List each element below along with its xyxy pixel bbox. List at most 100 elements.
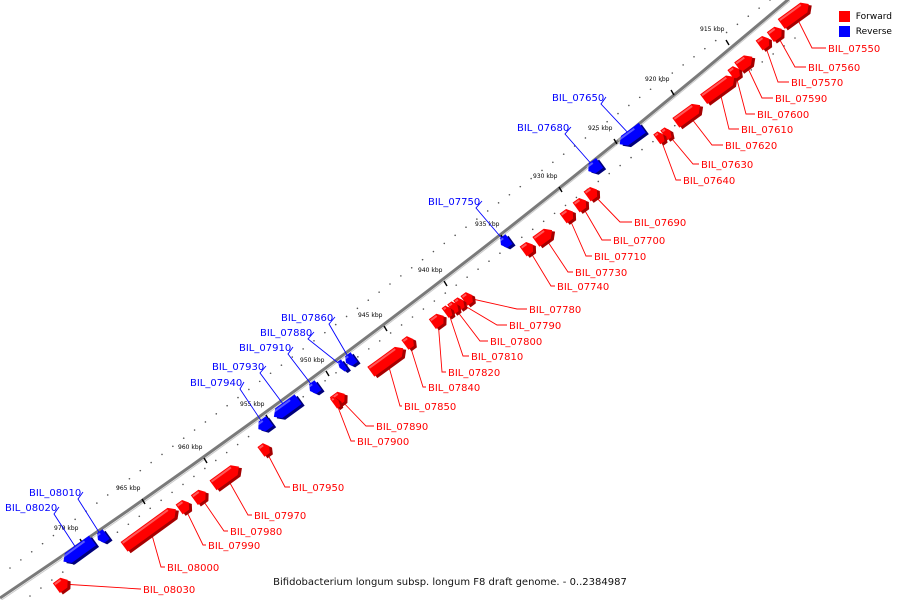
- gene-feature[interactable]: [766, 23, 788, 44]
- gene-label[interactable]: BIL_07930: [212, 362, 264, 373]
- gene-feature[interactable]: [120, 503, 183, 554]
- forward-swatch: [838, 11, 850, 22]
- gene-label[interactable]: BIL_07550: [828, 44, 880, 55]
- forward-gene-arrow: [559, 208, 574, 224]
- gene-label[interactable]: BIL_07800: [490, 337, 542, 348]
- gene-feature[interactable]: [572, 195, 593, 215]
- gene-label[interactable]: BIL_07860: [281, 313, 333, 324]
- track-dot: [96, 502, 98, 504]
- tick-label: 935 kbp: [475, 221, 500, 228]
- gene-label[interactable]: BIL_07620: [725, 141, 777, 152]
- gene-label[interactable]: BIL_07840: [428, 383, 480, 394]
- label-leader: [447, 310, 469, 357]
- track-dot: [641, 148, 643, 151]
- gene-label[interactable]: BIL_08010: [29, 488, 81, 499]
- gene-feature[interactable]: [175, 497, 196, 517]
- track-dot: [673, 124, 676, 127]
- gene-feature[interactable]: [447, 299, 464, 317]
- gene-label[interactable]: BIL_07590: [775, 94, 827, 105]
- gene-feature[interactable]: [497, 233, 516, 252]
- label-leader: [437, 319, 446, 373]
- gene-feature[interactable]: [519, 239, 540, 259]
- gene-label[interactable]: BIL_07630: [701, 160, 753, 171]
- gene-label[interactable]: BIL_07750: [428, 197, 480, 208]
- track-dot: [29, 595, 31, 597]
- gene-label[interactable]: BIL_07950: [292, 483, 344, 494]
- track-dot: [389, 332, 392, 334]
- gene-feature[interactable]: [94, 528, 113, 547]
- gene-feature[interactable]: [342, 351, 361, 370]
- gene-label[interactable]: BIL_07940: [190, 378, 242, 389]
- gene-label[interactable]: BIL_07730: [575, 268, 627, 279]
- gene-label[interactable]: BIL_08020: [5, 503, 57, 514]
- gene-label[interactable]: BIL_08000: [167, 563, 219, 574]
- gene-label[interactable]: BIL_07910: [239, 343, 291, 354]
- gene-feature[interactable]: [336, 359, 351, 376]
- gene-label[interactable]: BIL_07890: [376, 422, 428, 433]
- track-dot: [51, 579, 53, 581]
- gene-label[interactable]: BIL_07850: [404, 402, 456, 413]
- gene-feature[interactable]: [583, 184, 604, 204]
- gene-feature[interactable]: [585, 157, 607, 178]
- gene-highlight: [735, 56, 745, 65]
- gene-label[interactable]: BIL_07710: [594, 252, 646, 263]
- gene-feature[interactable]: [734, 51, 759, 75]
- gene-feature[interactable]: [60, 535, 100, 569]
- track-dot: [74, 518, 76, 521]
- gene-label[interactable]: BIL_07810: [471, 352, 523, 363]
- gene-feature[interactable]: [672, 99, 706, 130]
- gene-feature[interactable]: [653, 129, 670, 147]
- gene-feature[interactable]: [532, 224, 558, 249]
- gene-label[interactable]: BIL_07610: [741, 125, 793, 136]
- track-dot: [171, 491, 173, 494]
- gene-label[interactable]: BIL_07990: [208, 541, 260, 552]
- gene-label[interactable]: BIL_07600: [757, 110, 809, 121]
- gene-feature[interactable]: [616, 122, 649, 151]
- gene-label[interactable]: BIL_07700: [613, 236, 665, 247]
- gene-feature[interactable]: [777, 0, 816, 31]
- gene-feature[interactable]: [306, 379, 325, 398]
- gene-label[interactable]: BIL_07570: [791, 78, 843, 89]
- gene-feature[interactable]: [559, 206, 580, 226]
- gene-feature[interactable]: [367, 343, 409, 380]
- gene-feature[interactable]: [190, 486, 212, 507]
- label-leader: [744, 61, 773, 99]
- gene-feature[interactable]: [660, 125, 677, 143]
- track-dot: [247, 435, 250, 438]
- gene-feature[interactable]: [209, 461, 246, 493]
- gene-label[interactable]: BIL_07790: [509, 321, 561, 332]
- gene-label[interactable]: BIL_07680: [517, 123, 569, 134]
- track-dot: [597, 180, 600, 183]
- gene-feature[interactable]: [401, 333, 419, 352]
- gene-feature[interactable]: [52, 574, 74, 595]
- gene-label[interactable]: BIL_07970: [254, 511, 306, 522]
- track-dot: [160, 499, 162, 502]
- gene-feature[interactable]: [727, 63, 745, 82]
- gene-feature[interactable]: [755, 33, 776, 53]
- gene-features: [52, 0, 816, 595]
- gene-label[interactable]: BIL_07820: [448, 368, 500, 379]
- gene-label[interactable]: BIL_07740: [557, 282, 609, 293]
- gene-highlight: [331, 397, 335, 401]
- gene-label[interactable]: BIL_07640: [683, 176, 735, 187]
- gene-feature[interactable]: [441, 303, 458, 320]
- gene-feature[interactable]: [255, 415, 277, 436]
- gene-feature[interactable]: [700, 71, 741, 106]
- gene-label[interactable]: BIL_07980: [230, 527, 282, 538]
- gene-feature[interactable]: [428, 310, 450, 331]
- tick-mark: [383, 325, 388, 332]
- gene-label[interactable]: BIL_07650: [552, 93, 604, 104]
- gene-feature[interactable]: [330, 395, 345, 412]
- gene-label[interactable]: BIL_07880: [260, 328, 312, 339]
- gene-label[interactable]: BIL_07560: [808, 63, 860, 74]
- gene-label[interactable]: BIL_07900: [357, 437, 409, 448]
- gene-label[interactable]: BIL_07780: [529, 305, 581, 316]
- gene-feature[interactable]: [453, 295, 470, 313]
- gene-feature[interactable]: [460, 289, 478, 308]
- track-dot: [20, 559, 22, 561]
- gene-feature[interactable]: [270, 393, 305, 424]
- gene-label[interactable]: BIL_07690: [634, 218, 686, 229]
- gene-label[interactable]: BIL_08030: [143, 585, 195, 596]
- gene-feature[interactable]: [257, 440, 275, 459]
